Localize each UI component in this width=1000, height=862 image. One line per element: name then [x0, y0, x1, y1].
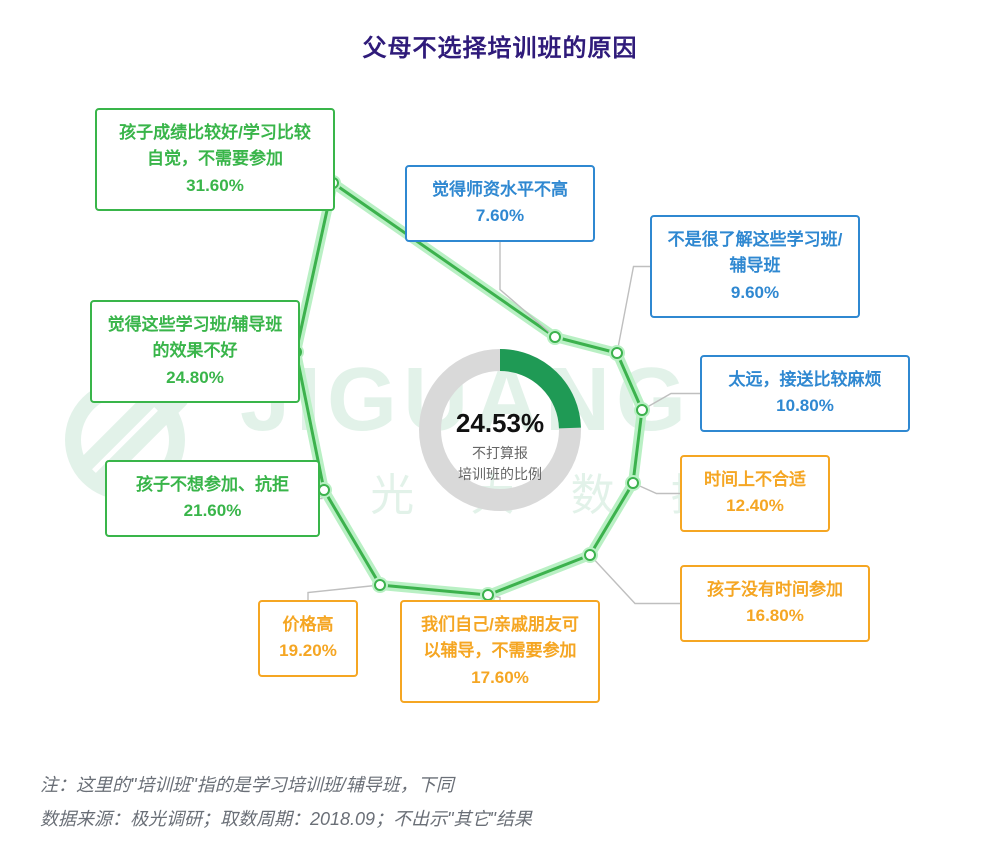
node-child-refuse — [319, 485, 329, 495]
footer: 注：这里的"培训班"指的是学习培训班/辅导班，下同 数据来源：极光调研；取数周期… — [40, 768, 532, 836]
leader-dont-know — [617, 267, 650, 354]
reason-box-bad-effect: 觉得这些学习班/辅导班的效果不好24.80% — [90, 300, 300, 403]
reason-pct: 7.60% — [421, 203, 579, 229]
center-pct: 24.53% — [440, 408, 560, 439]
node-dont-know — [612, 348, 622, 358]
reason-label: 价格高 — [274, 612, 342, 638]
reason-box-teacher-low: 觉得师资水平不高7.60% — [405, 165, 595, 242]
reason-label: 孩子没有时间参加 — [696, 577, 854, 603]
reason-box-too-far: 太远，接送比较麻烦10.80% — [700, 355, 910, 432]
reason-pct: 12.40% — [696, 493, 814, 519]
chart-stage: JIGUANG 极 光 大 数 据 父母不选择培训班的原因 孩子成绩比较好/学习… — [0, 0, 1000, 862]
reason-label: 孩子不想参加、抗拒 — [121, 472, 304, 498]
reason-pct: 21.60% — [121, 498, 304, 524]
reason-label: 觉得这些学习班/辅导班的效果不好 — [106, 312, 284, 365]
reason-label: 我们自己/亲戚朋友可以辅导，不需要参加 — [416, 612, 584, 665]
reason-box-dont-know: 不是很了解这些学习班/辅导班9.60% — [650, 215, 860, 318]
node-no-time — [585, 550, 595, 560]
leader-too-far — [642, 394, 700, 411]
reason-pct: 24.80% — [106, 365, 284, 391]
reason-box-price-high: 价格高19.20% — [258, 600, 358, 677]
node-too-far — [637, 405, 647, 415]
reason-pct: 16.80% — [696, 603, 854, 629]
reason-pct: 19.20% — [274, 638, 342, 664]
node-family-tutor — [483, 590, 493, 600]
reason-box-child-refuse: 孩子不想参加、抗拒21.60% — [105, 460, 320, 537]
reason-pct: 31.60% — [111, 173, 319, 199]
node-price-high — [375, 580, 385, 590]
reason-label: 时间上不合适 — [696, 467, 814, 493]
reason-box-no-time: 孩子没有时间参加16.80% — [680, 565, 870, 642]
reason-pct: 17.60% — [416, 665, 584, 691]
reason-pct: 9.60% — [666, 280, 844, 306]
leader-price-high — [308, 585, 380, 600]
reason-label: 不是很了解这些学习班/辅导班 — [666, 227, 844, 280]
reason-box-family-tutor: 我们自己/亲戚朋友可以辅导，不需要参加17.60% — [400, 600, 600, 703]
reason-box-good-grades: 孩子成绩比较好/学习比较自觉，不需要参加31.60% — [95, 108, 335, 211]
polygon-main — [296, 183, 642, 595]
footer-source: 数据来源：极光调研；取数周期：2018.09；不出示"其它"结果 — [40, 802, 532, 836]
center-sub1: 不打算报 — [440, 443, 560, 464]
center-label: 24.53% 不打算报 培训班的比例 — [440, 408, 560, 485]
leader-no-time — [590, 555, 680, 604]
reason-label: 孩子成绩比较好/学习比较自觉，不需要参加 — [111, 120, 319, 173]
center-sub2: 培训班的比例 — [440, 464, 560, 485]
reason-pct: 10.80% — [716, 393, 894, 419]
reason-label: 觉得师资水平不高 — [421, 177, 579, 203]
node-teacher-low — [550, 332, 560, 342]
footer-note: 注：这里的"培训班"指的是学习培训班/辅导班，下同 — [40, 768, 532, 802]
node-time-bad — [628, 478, 638, 488]
reason-box-time-bad: 时间上不合适12.40% — [680, 455, 830, 532]
reason-label: 太远，接送比较麻烦 — [716, 367, 894, 393]
